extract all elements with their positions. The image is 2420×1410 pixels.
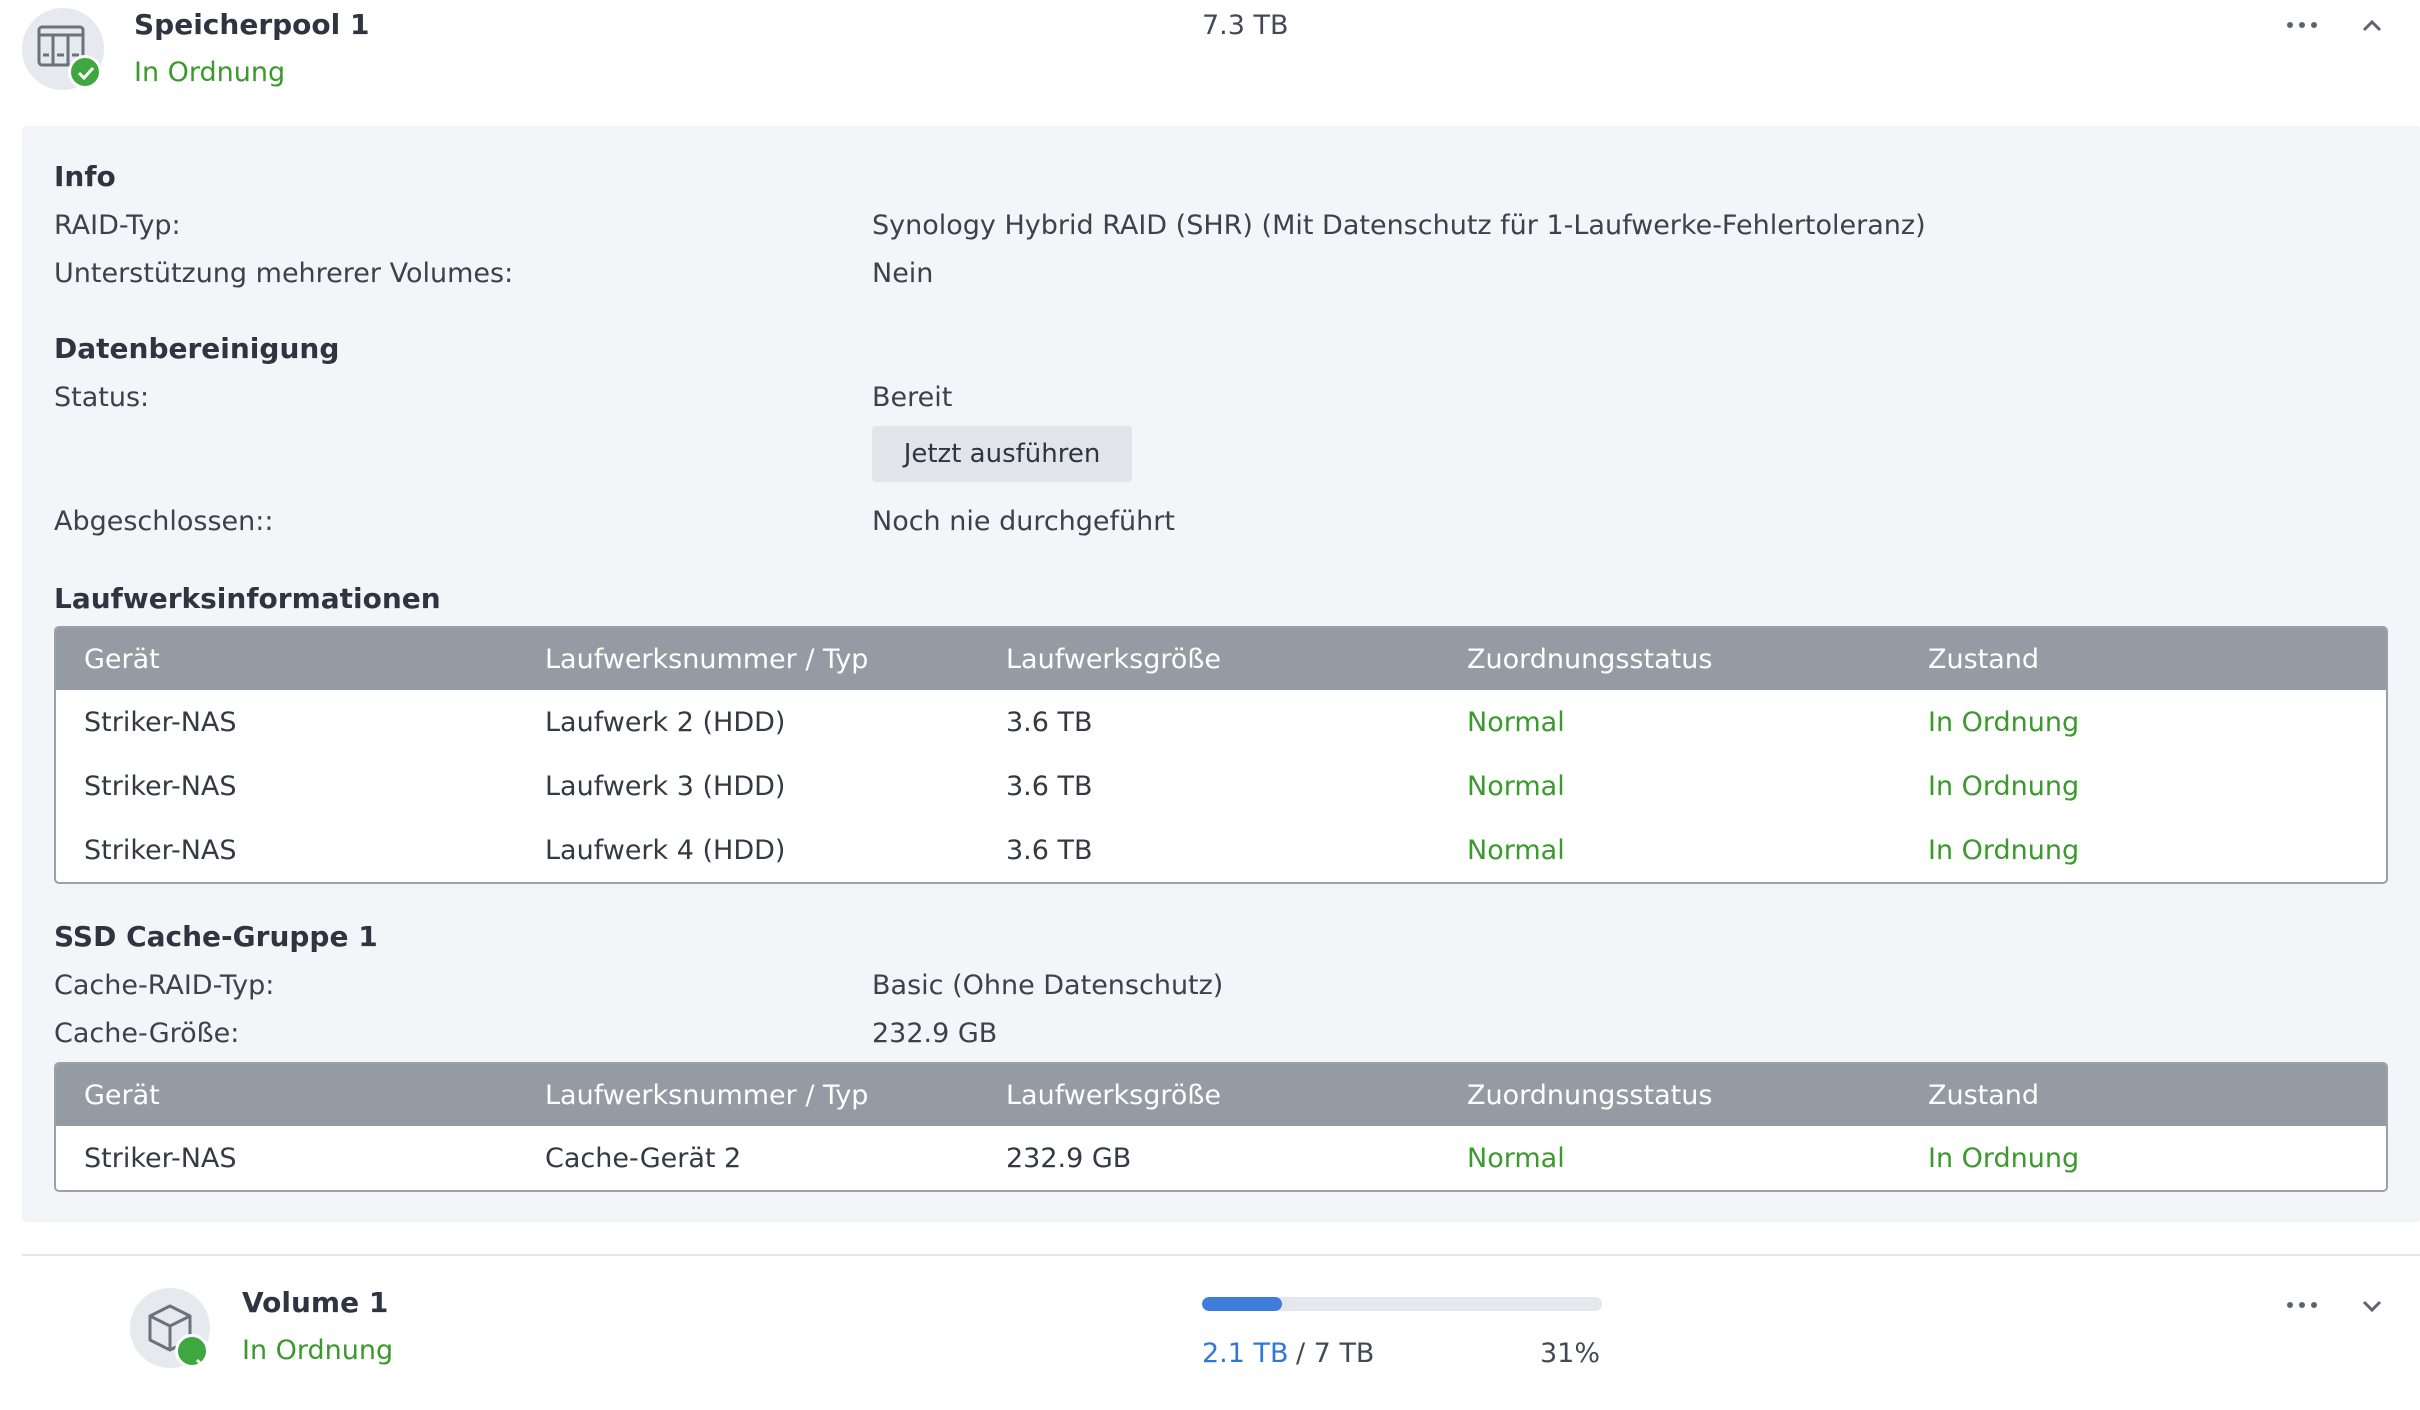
chevron-down-icon[interactable]: [2354, 1290, 2390, 1320]
table-row[interactable]: Striker-NAS Laufwerk 4 (HDD) 3.6 TB Norm…: [56, 818, 2386, 882]
raid-type-label: RAID-Typ:: [54, 210, 181, 241]
volume-percent: 31%: [1540, 1338, 1601, 1369]
column-header-health[interactable]: Zustand: [1928, 1079, 2040, 1111]
volume-usage-bar: [1202, 1297, 1602, 1311]
cell-health: In Ordnung: [1928, 1142, 2080, 1174]
check-icon: [175, 1334, 213, 1368]
cell-drive-number: Laufwerk 3 (HDD): [545, 770, 786, 802]
cell-device: Striker-NAS: [84, 706, 237, 738]
cell-drive-size: 232.9 GB: [1006, 1142, 1132, 1174]
cell-drive-size: 3.6 TB: [1006, 834, 1093, 866]
column-header-allocation-status[interactable]: Zuordnungsstatus: [1467, 643, 1713, 675]
cell-allocation-status: Normal: [1467, 770, 1565, 802]
cell-drive-number: Laufwerk 4 (HDD): [545, 834, 786, 866]
column-header-drive-number[interactable]: Laufwerksnummer / Typ: [545, 643, 869, 675]
cache-section-title: SSD Cache-Gruppe 1: [54, 920, 378, 953]
column-header-device[interactable]: Gerät: [84, 1079, 160, 1111]
cache-size-label: Cache-Größe:: [54, 1018, 240, 1049]
column-header-health[interactable]: Zustand: [1928, 643, 2040, 675]
cell-allocation-status: Normal: [1467, 1142, 1565, 1174]
scrubbing-status-label: Status:: [54, 382, 150, 413]
cell-health: In Ordnung: [1928, 706, 2080, 738]
drives-table-header: Gerät Laufwerksnummer / Typ Laufwerksgrö…: [56, 628, 2386, 690]
cell-drive-number: Cache-Gerät 2: [545, 1142, 742, 1174]
column-header-allocation-status[interactable]: Zuordnungsstatus: [1467, 1079, 1713, 1111]
column-header-drive-size[interactable]: Laufwerksgröße: [1006, 1079, 1222, 1111]
cell-device: Striker-NAS: [84, 834, 237, 866]
raid-type-value: Synology Hybrid RAID (SHR) (Mit Datensch…: [872, 210, 1926, 241]
completed-label: Abgeschlossen::: [54, 506, 274, 537]
cell-device: Striker-NAS: [84, 1142, 237, 1174]
cell-health: In Ordnung: [1928, 770, 2080, 802]
run-now-button[interactable]: Jetzt ausführen: [872, 426, 1132, 482]
info-section-title: Info: [54, 160, 116, 193]
column-header-device[interactable]: Gerät: [84, 643, 160, 675]
more-options-icon[interactable]: [2280, 10, 2324, 40]
table-row[interactable]: Striker-NAS Laufwerk 2 (HDD) 3.6 TB Norm…: [56, 690, 2386, 754]
section-divider: [22, 1254, 2420, 1256]
column-header-drive-size[interactable]: Laufwerksgröße: [1006, 643, 1222, 675]
cell-allocation-status: Normal: [1467, 834, 1565, 866]
cache-size-value: 232.9 GB: [872, 1018, 998, 1049]
cell-drive-size: 3.6 TB: [1006, 706, 1093, 738]
volume-cube-icon: [130, 1288, 213, 1368]
table-row[interactable]: Striker-NAS Laufwerk 3 (HDD) 3.6 TB Norm…: [56, 754, 2386, 818]
volume-title: Volume 1: [242, 1286, 389, 1319]
cache-table: Gerät Laufwerksnummer / Typ Laufwerksgrö…: [54, 1062, 2388, 1192]
volume-used: 2.1 TB: [1202, 1338, 1289, 1369]
column-header-drive-number[interactable]: Laufwerksnummer / Typ: [545, 1079, 869, 1111]
cell-health: In Ordnung: [1928, 834, 2080, 866]
storage-pool-icon: [22, 8, 104, 90]
cache-raid-type-value: Basic (Ohne Datenschutz): [872, 970, 1224, 1001]
cell-drive-number: Laufwerk 2 (HDD): [545, 706, 786, 738]
more-options-icon[interactable]: [2280, 1290, 2324, 1320]
multi-volume-label: Unterstützung mehrerer Volumes:: [54, 258, 514, 289]
pool-details-panel: Info RAID-Typ: Synology Hybrid RAID (SHR…: [22, 126, 2420, 1222]
cell-allocation-status: Normal: [1467, 706, 1565, 738]
drives-table: Gerät Laufwerksnummer / Typ Laufwerksgrö…: [54, 626, 2388, 884]
completed-value: Noch nie durchgeführt: [872, 506, 1175, 537]
chevron-up-icon[interactable]: [2354, 10, 2390, 40]
check-icon: [68, 55, 102, 89]
volume-status: In Ordnung: [242, 1335, 394, 1366]
volume-total: / 7 TB: [1296, 1338, 1375, 1369]
cache-table-header: Gerät Laufwerksnummer / Typ Laufwerksgrö…: [56, 1064, 2386, 1126]
pool-title: Speicherpool 1: [134, 8, 370, 41]
pool-size: 7.3 TB: [1202, 10, 1289, 41]
multi-volume-value: Nein: [872, 258, 934, 289]
volume-cube-glyph: [148, 1304, 192, 1352]
cell-device: Striker-NAS: [84, 770, 237, 802]
cache-raid-type-label: Cache-RAID-Typ:: [54, 970, 275, 1001]
storage-pool-glyph: [37, 25, 85, 67]
drives-section-title: Laufwerksinformationen: [54, 582, 441, 615]
storage-pool-header[interactable]: Speicherpool 1 In Ordnung 7.3 TB: [0, 0, 2420, 120]
scrubbing-status-value: Bereit: [872, 382, 953, 413]
table-row[interactable]: Striker-NAS Cache-Gerät 2 232.9 GB Norma…: [56, 1126, 2386, 1190]
cell-drive-size: 3.6 TB: [1006, 770, 1093, 802]
pool-status: In Ordnung: [134, 57, 286, 88]
volume-usage-fill: [1202, 1297, 1282, 1311]
scrubbing-section-title: Datenbereinigung: [54, 332, 340, 365]
